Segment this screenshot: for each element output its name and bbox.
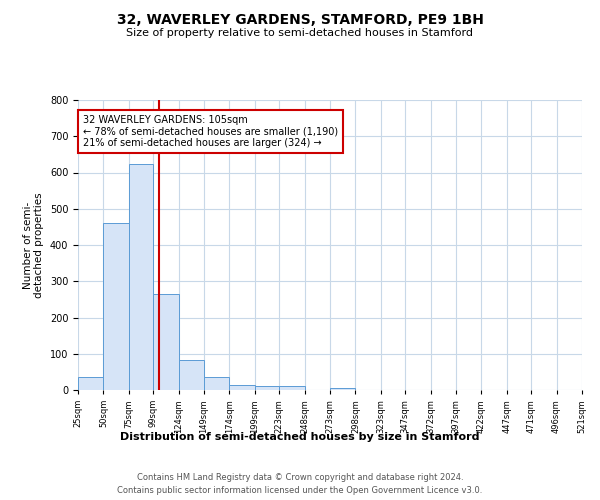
Text: Distribution of semi-detached houses by size in Stamford: Distribution of semi-detached houses by … (120, 432, 480, 442)
Text: Contains public sector information licensed under the Open Government Licence v3: Contains public sector information licen… (118, 486, 482, 495)
Bar (103, 222, 129, 390)
Bar (129, 164, 153, 390)
Bar (279, 386, 305, 390)
Bar (330, 388, 355, 390)
Y-axis label: Number of semi-
detached properties: Number of semi- detached properties (23, 192, 44, 298)
Bar (78, 378, 103, 390)
Text: Size of property relative to semi-detached houses in Stamford: Size of property relative to semi-detach… (127, 28, 473, 38)
Text: Contains HM Land Registry data © Crown copyright and database right 2024.: Contains HM Land Registry data © Crown c… (137, 472, 463, 482)
Text: 32 WAVERLEY GARDENS: 105sqm
← 78% of semi-detached houses are smaller (1,190)
21: 32 WAVERLEY GARDENS: 105sqm ← 78% of sem… (83, 114, 338, 148)
Bar (255, 386, 279, 390)
Text: 32, WAVERLEY GARDENS, STAMFORD, PE9 1BH: 32, WAVERLEY GARDENS, STAMFORD, PE9 1BH (116, 12, 484, 26)
Bar (229, 384, 255, 390)
Bar (204, 377, 229, 390)
Bar (153, 294, 179, 390)
Bar (179, 360, 204, 390)
